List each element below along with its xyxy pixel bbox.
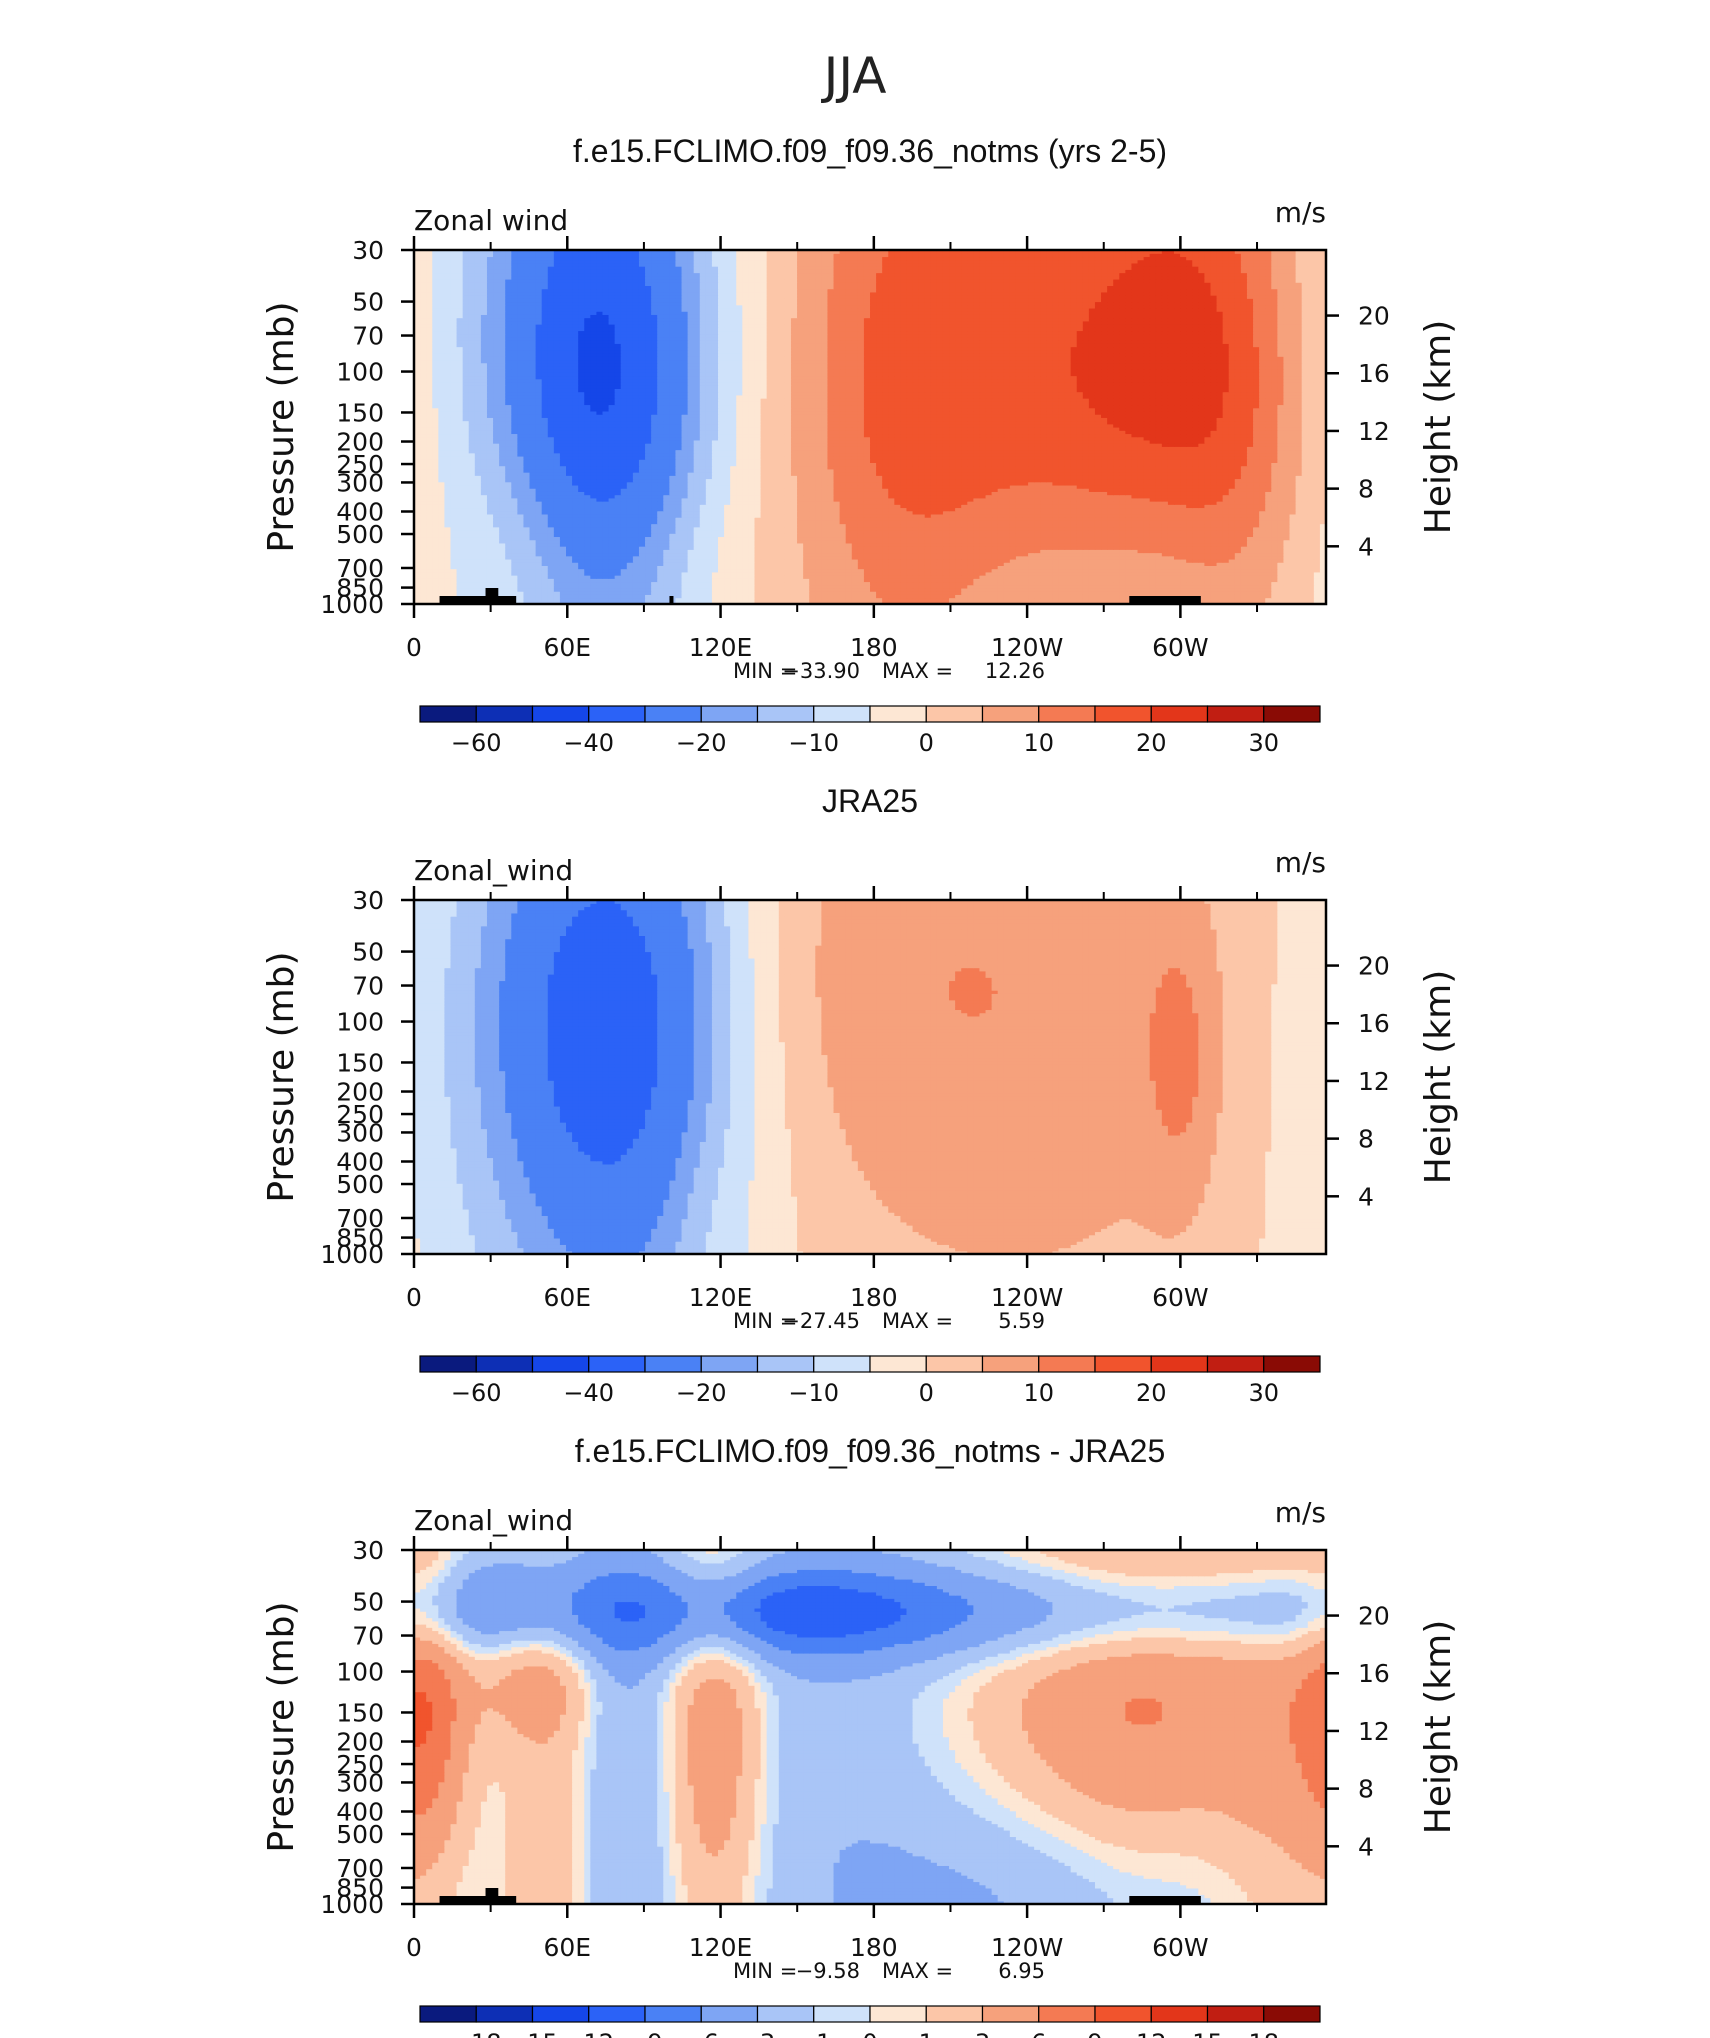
- panel-title: f.e15.FCLIMO.f09_f09.36_notms (yrs 2-5): [573, 133, 1167, 169]
- units-label: m/s: [1275, 196, 1326, 229]
- figure: JJA f.e15.FCLIMO.f09_f09.36_notms (yrs 2…: [0, 0, 1710, 2038]
- panel-1: f.e15.FCLIMO.f09_f09.36_notms (yrs 2-5) Z…: [261, 133, 1459, 757]
- figure-title: JJA: [821, 47, 887, 105]
- variable-label: Zonal wind: [414, 204, 568, 237]
- contour-field: [414, 250, 1327, 605]
